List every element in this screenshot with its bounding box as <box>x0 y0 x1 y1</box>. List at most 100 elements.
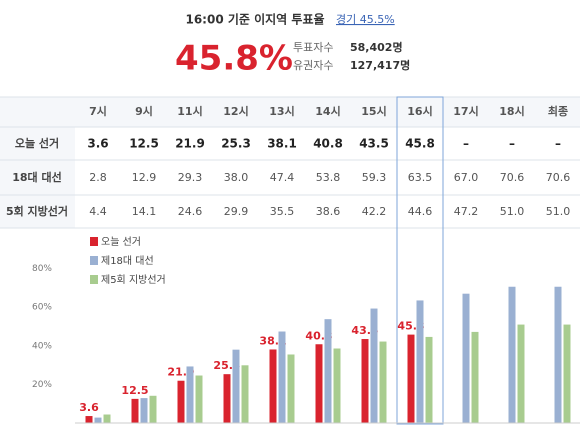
cell: 38.6 <box>316 205 341 218</box>
bar <box>149 395 157 423</box>
cell: – <box>555 137 561 151</box>
cell: 45.8 <box>405 137 435 151</box>
cell: 2.8 <box>89 171 107 184</box>
row-label: 5회 지방선거 <box>6 204 68 218</box>
bar <box>416 300 424 423</box>
cell: 40.8 <box>313 137 343 151</box>
table-header-bg <box>0 97 580 127</box>
header-title: 16:00 기준 이지역 투표율 <box>185 12 324 27</box>
cell: – <box>509 137 515 151</box>
legend-label: 오늘 선거 <box>101 236 141 248</box>
column-header: 9시 <box>135 105 153 118</box>
bar <box>517 324 525 423</box>
legend-swatch <box>90 256 98 265</box>
column-header: 7시 <box>89 105 107 118</box>
cell: 51.0 <box>500 205 525 218</box>
bar <box>131 398 139 423</box>
cell: 35.5 <box>270 205 295 218</box>
cell: 21.9 <box>175 137 205 151</box>
row-label-bg <box>0 127 75 228</box>
column-header: 15시 <box>361 105 386 118</box>
y-tick-label: 60% <box>32 303 52 313</box>
big-rate: 45.8% <box>175 39 293 79</box>
cell: 67.0 <box>454 171 479 184</box>
y-tick-label: 80% <box>32 264 52 274</box>
bar <box>195 375 203 423</box>
stat-label: 투표자수 <box>293 41 333 54</box>
bar <box>85 416 93 423</box>
column-header: 11시 <box>177 105 202 118</box>
cell: 29.3 <box>178 171 203 184</box>
cell: 4.4 <box>89 205 107 218</box>
bar <box>103 414 111 423</box>
cell: 44.6 <box>408 205 433 218</box>
column-header: 13시 <box>269 105 294 118</box>
bar <box>471 331 479 423</box>
cell: 51.0 <box>546 205 571 218</box>
cell: 12.9 <box>132 171 157 184</box>
bar <box>361 339 369 423</box>
cell: 70.6 <box>500 171 525 184</box>
bar <box>241 365 249 423</box>
bar <box>425 336 433 423</box>
cell: 3.6 <box>87 137 108 151</box>
stat-value: 58,402명 <box>350 40 403 54</box>
y-tick-label: 40% <box>32 341 52 351</box>
row-label: 오늘 선거 <box>15 136 59 150</box>
column-header: 18시 <box>499 105 524 118</box>
cell: 29.9 <box>224 205 249 218</box>
stat-value: 127,417명 <box>350 58 410 72</box>
bar <box>177 380 185 423</box>
cell: 38.0 <box>224 171 249 184</box>
cell: 43.5 <box>359 137 389 151</box>
column-header: 16시 <box>407 105 432 118</box>
bar <box>324 319 332 423</box>
bar <box>232 349 240 423</box>
cell: – <box>463 137 469 151</box>
data-label: 12.5 <box>121 384 148 397</box>
cell: 63.5 <box>408 171 433 184</box>
region-link[interactable]: 경기 45.5% <box>336 13 395 26</box>
cell: 47.4 <box>270 171 295 184</box>
cell: 24.6 <box>178 205 203 218</box>
stat-label: 유권자수 <box>293 59 333 72</box>
column-header: 14시 <box>315 105 340 118</box>
legend-label: 제18대 대선 <box>101 255 154 267</box>
bar <box>333 348 341 423</box>
column-header: 17시 <box>453 105 478 118</box>
bar <box>278 331 286 423</box>
y-tick-label: 20% <box>32 380 52 390</box>
bar <box>315 344 323 423</box>
cell: 14.1 <box>132 205 157 218</box>
bar <box>186 366 194 423</box>
bar <box>379 341 387 423</box>
legend-label: 제5회 지방선거 <box>101 274 166 286</box>
bar <box>140 398 148 423</box>
column-header: 최종 <box>548 104 568 118</box>
bar <box>407 334 415 423</box>
highlight-column <box>396 96 444 425</box>
bar <box>370 308 378 423</box>
bar <box>269 349 277 423</box>
cell: 12.5 <box>129 137 159 151</box>
cell: 42.2 <box>362 205 387 218</box>
cell: 53.8 <box>316 171 341 184</box>
bar <box>462 293 470 423</box>
cell: 38.1 <box>267 137 297 151</box>
row-label: 18대 대선 <box>12 170 62 184</box>
data-label: 3.6 <box>79 401 99 414</box>
bar <box>554 286 562 423</box>
cell: 70.6 <box>546 171 571 184</box>
cell: 59.3 <box>362 171 387 184</box>
cell: 25.3 <box>221 137 251 151</box>
column-header: 12시 <box>223 105 248 118</box>
bar <box>508 286 516 423</box>
cell: 47.2 <box>454 205 479 218</box>
legend-swatch <box>90 275 98 284</box>
bar <box>563 324 571 423</box>
bar <box>223 374 231 423</box>
legend-swatch <box>90 237 98 246</box>
bar <box>94 417 102 423</box>
bar <box>287 354 295 423</box>
